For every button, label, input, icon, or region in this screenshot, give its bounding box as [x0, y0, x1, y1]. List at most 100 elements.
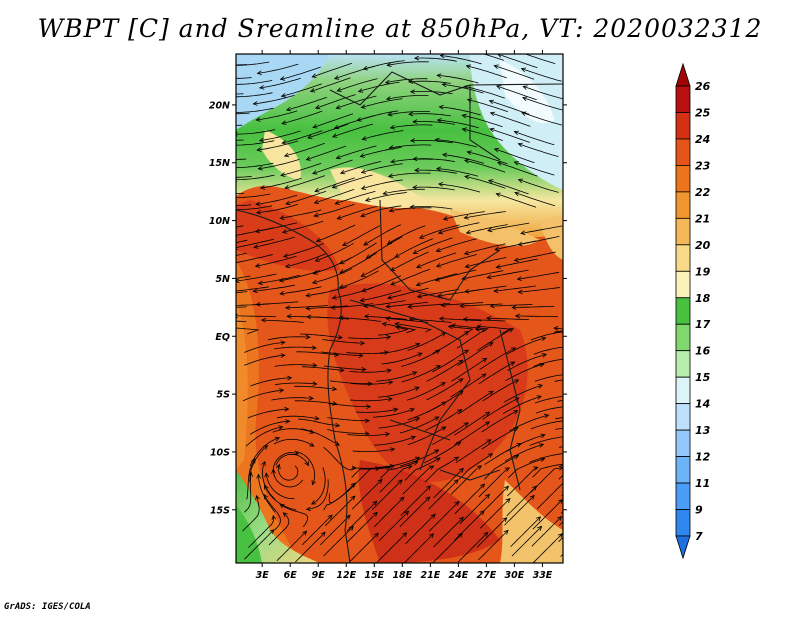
streamline-arrow: [484, 421, 491, 426]
streamline-arrow: [360, 272, 366, 277]
colorbar-label: 7: [695, 530, 703, 543]
streamline-arrow: [387, 173, 394, 178]
streamline-arrow: [285, 106, 292, 112]
latitude-labels: 20N 15N 10N 5N EQ 5S 10S 15S: [209, 100, 230, 516]
streamline-arrow: [202, 231, 206, 235]
streamline-arrow: [558, 465, 563, 471]
streamline: [555, 417, 563, 420]
streamline: [514, 161, 555, 176]
colorbar-box: [675, 191, 691, 219]
streamline-arrow: [282, 512, 288, 518]
streamline-arrow: [485, 315, 492, 321]
streamline: [533, 358, 563, 367]
streamline: [373, 496, 405, 528]
streamline: [453, 421, 490, 446]
streamline: [437, 74, 479, 84]
streamline: [236, 61, 270, 66]
streamline: [462, 114, 503, 128]
streamline: [379, 465, 412, 493]
streamline-arrow: [248, 471, 253, 477]
streamline: [285, 305, 328, 309]
streamline: [382, 323, 417, 334]
streamline: [364, 315, 407, 320]
streamline-arrow: [360, 212, 366, 218]
streamline: [532, 463, 563, 478]
streamline-arrow: [229, 326, 233, 330]
streamline: [462, 128, 503, 141]
streamline-arrow: [312, 170, 318, 175]
streamline: [494, 148, 535, 163]
streamline-arrow: [293, 450, 300, 455]
streamline: [236, 254, 273, 264]
streamline-arrow: [540, 433, 546, 439]
streamline: [400, 485, 431, 516]
streamline: [401, 365, 441, 383]
streamline: [281, 162, 322, 176]
streamline: [248, 515, 275, 548]
streamline-arrow: [389, 464, 396, 469]
streamline-arrow: [284, 184, 290, 190]
streamline: [459, 494, 490, 525]
streamline: [381, 352, 423, 365]
streamline-arrow: [360, 185, 367, 190]
streamline-arrow: [438, 104, 444, 110]
streamline: [442, 154, 485, 164]
streamline-arrow: [259, 185, 266, 190]
streamline-arrow: [359, 153, 365, 158]
colorbar-label: 20: [695, 239, 711, 252]
streamline-arrow: [357, 88, 364, 93]
streamline: [236, 315, 276, 318]
streamline: [414, 57, 457, 62]
streamline: [365, 192, 407, 201]
streamline: [408, 80, 451, 84]
streamline-arrow: [385, 335, 392, 340]
colorbar-box: [675, 270, 691, 299]
streamline: [479, 347, 516, 370]
streamline-arrow: [314, 415, 320, 421]
streamline: [410, 206, 453, 210]
streamline-arrow: [320, 531, 326, 537]
streamline-arrow: [407, 304, 413, 309]
streamline-arrow: [305, 305, 311, 311]
streamline-arrow: [493, 288, 499, 294]
streamline-arrow: [279, 388, 285, 393]
streamline-arrow: [495, 192, 501, 198]
streamline: [372, 408, 415, 418]
streamline-arrow: [592, 467, 596, 471]
streamline-arrow: [440, 382, 446, 387]
streamline-arrow: [495, 264, 501, 269]
streamline: [273, 438, 314, 447]
streamline-arrow: [482, 357, 488, 363]
streamline: [425, 409, 462, 431]
streamline: [518, 179, 559, 193]
streamline: [360, 290, 402, 302]
colorbar-box: [675, 482, 691, 510]
streamline-arrow: [358, 353, 364, 358]
colorbar-box: [675, 323, 691, 352]
streamline-arrow: [416, 293, 423, 299]
streamline-arrow: [373, 532, 379, 538]
streamline: [280, 66, 321, 80]
streamline: [521, 68, 562, 82]
streamline: [514, 251, 556, 261]
streamline-arrow: [334, 200, 340, 205]
streamline: [236, 204, 252, 206]
streamline: [515, 315, 558, 318]
streamline-arrow: [251, 458, 256, 464]
streamline: [518, 143, 559, 157]
streamline-arrow: [601, 353, 605, 357]
streamline-arrow: [209, 202, 213, 206]
streamline-arrow: [489, 111, 496, 117]
streamline-arrow: [541, 336, 547, 342]
streamline: [306, 145, 347, 161]
streamline-arrow: [435, 349, 441, 355]
streamline: [388, 172, 431, 177]
streamline: [560, 464, 563, 467]
streamline: [339, 317, 382, 322]
streamline-arrow: [497, 161, 503, 166]
streamline-arrow: [514, 397, 520, 402]
streamline: [479, 498, 511, 529]
streamline-arrow: [311, 73, 317, 78]
streamline-arrow: [356, 117, 362, 122]
streamline: [378, 386, 420, 398]
